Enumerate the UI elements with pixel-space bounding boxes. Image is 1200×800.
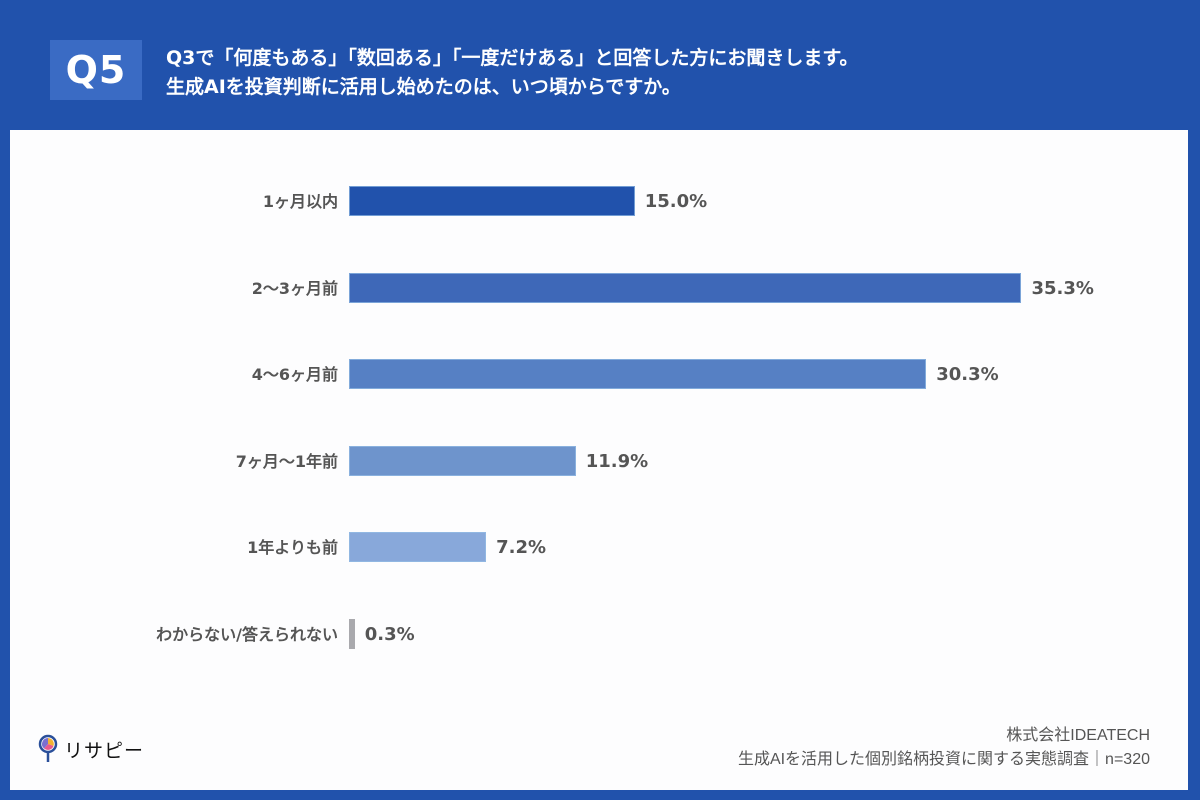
category-label: 1年よりも前 xyxy=(247,538,338,557)
category-label: 4〜6ヶ月前 xyxy=(251,365,338,384)
value-label: 15.0% xyxy=(644,191,708,212)
logo: リサピー xyxy=(38,734,144,764)
category-label: 1ヶ月以内 xyxy=(262,192,338,211)
value-label: 35.3% xyxy=(1031,277,1094,299)
chart-row: 1ヶ月以内 15.0% xyxy=(10,186,1188,218)
bar xyxy=(349,618,355,649)
bar xyxy=(349,532,487,562)
footer: 株式会社IDEATECH 生成AIを活用した個別銘柄投資に関する実態調査｜n=3… xyxy=(738,724,1150,772)
chart-row: 4〜6ヶ月前 30.3% xyxy=(10,359,1188,391)
chart-row: 7ヶ月〜1年前 11.9% xyxy=(10,445,1188,478)
logo-text: リサピー xyxy=(64,739,145,762)
header: Q5 Q3で「何度もある」「数回ある」「一度だけある」と回答した方にお聞きします… xyxy=(0,0,1200,130)
value-label: 0.3% xyxy=(364,623,415,645)
value-label: 11.9% xyxy=(585,450,649,472)
bar xyxy=(349,359,927,389)
bar xyxy=(349,445,576,476)
chart-row: わからない/答えられない 0.3% xyxy=(10,618,1188,651)
chart-panel: 1ヶ月以内 15.0% 2〜3ヶ月前 35.3% 4〜6ヶ月前 30.3% 7ヶ月〜1年前 1… xyxy=(10,130,1188,790)
company-name: 株式会社IDEATECH xyxy=(1006,727,1150,744)
value-label: 30.3% xyxy=(936,364,999,385)
bar xyxy=(349,272,1022,303)
survey-info: 生成AIを活用した個別銘柄投資に関する実態調査｜n=320 xyxy=(737,751,1150,768)
bar xyxy=(349,186,635,216)
chart-row: 1年よりも前 7.2% xyxy=(10,532,1188,564)
question-line-2: 生成AIを投資判断に活用し始めたのは、いつ頃からですか。 xyxy=(166,76,681,98)
category-label: 2〜3ヶ月前 xyxy=(251,278,338,298)
question-text: Q3で「何度もある」「数回ある」「一度だけある」と回答した方にお聞きします。 生… xyxy=(166,44,858,102)
bar-chart: 1ヶ月以内 15.0% 2〜3ヶ月前 35.3% 4〜6ヶ月前 30.3% 7ヶ月〜1年前 1… xyxy=(10,130,1188,790)
category-label: 7ヶ月〜1年前 xyxy=(235,451,338,471)
value-label: 7.2% xyxy=(496,537,547,558)
category-label: わからない/答えられない xyxy=(156,624,338,644)
question-badge: Q5 xyxy=(50,40,142,100)
chart-row: 2〜3ヶ月前 35.3% xyxy=(10,272,1188,305)
question-line-1: Q3で「何度もある」「数回ある」「一度だけある」と回答した方にお聞きします。 xyxy=(166,47,859,69)
pin-chart-icon xyxy=(38,734,58,762)
